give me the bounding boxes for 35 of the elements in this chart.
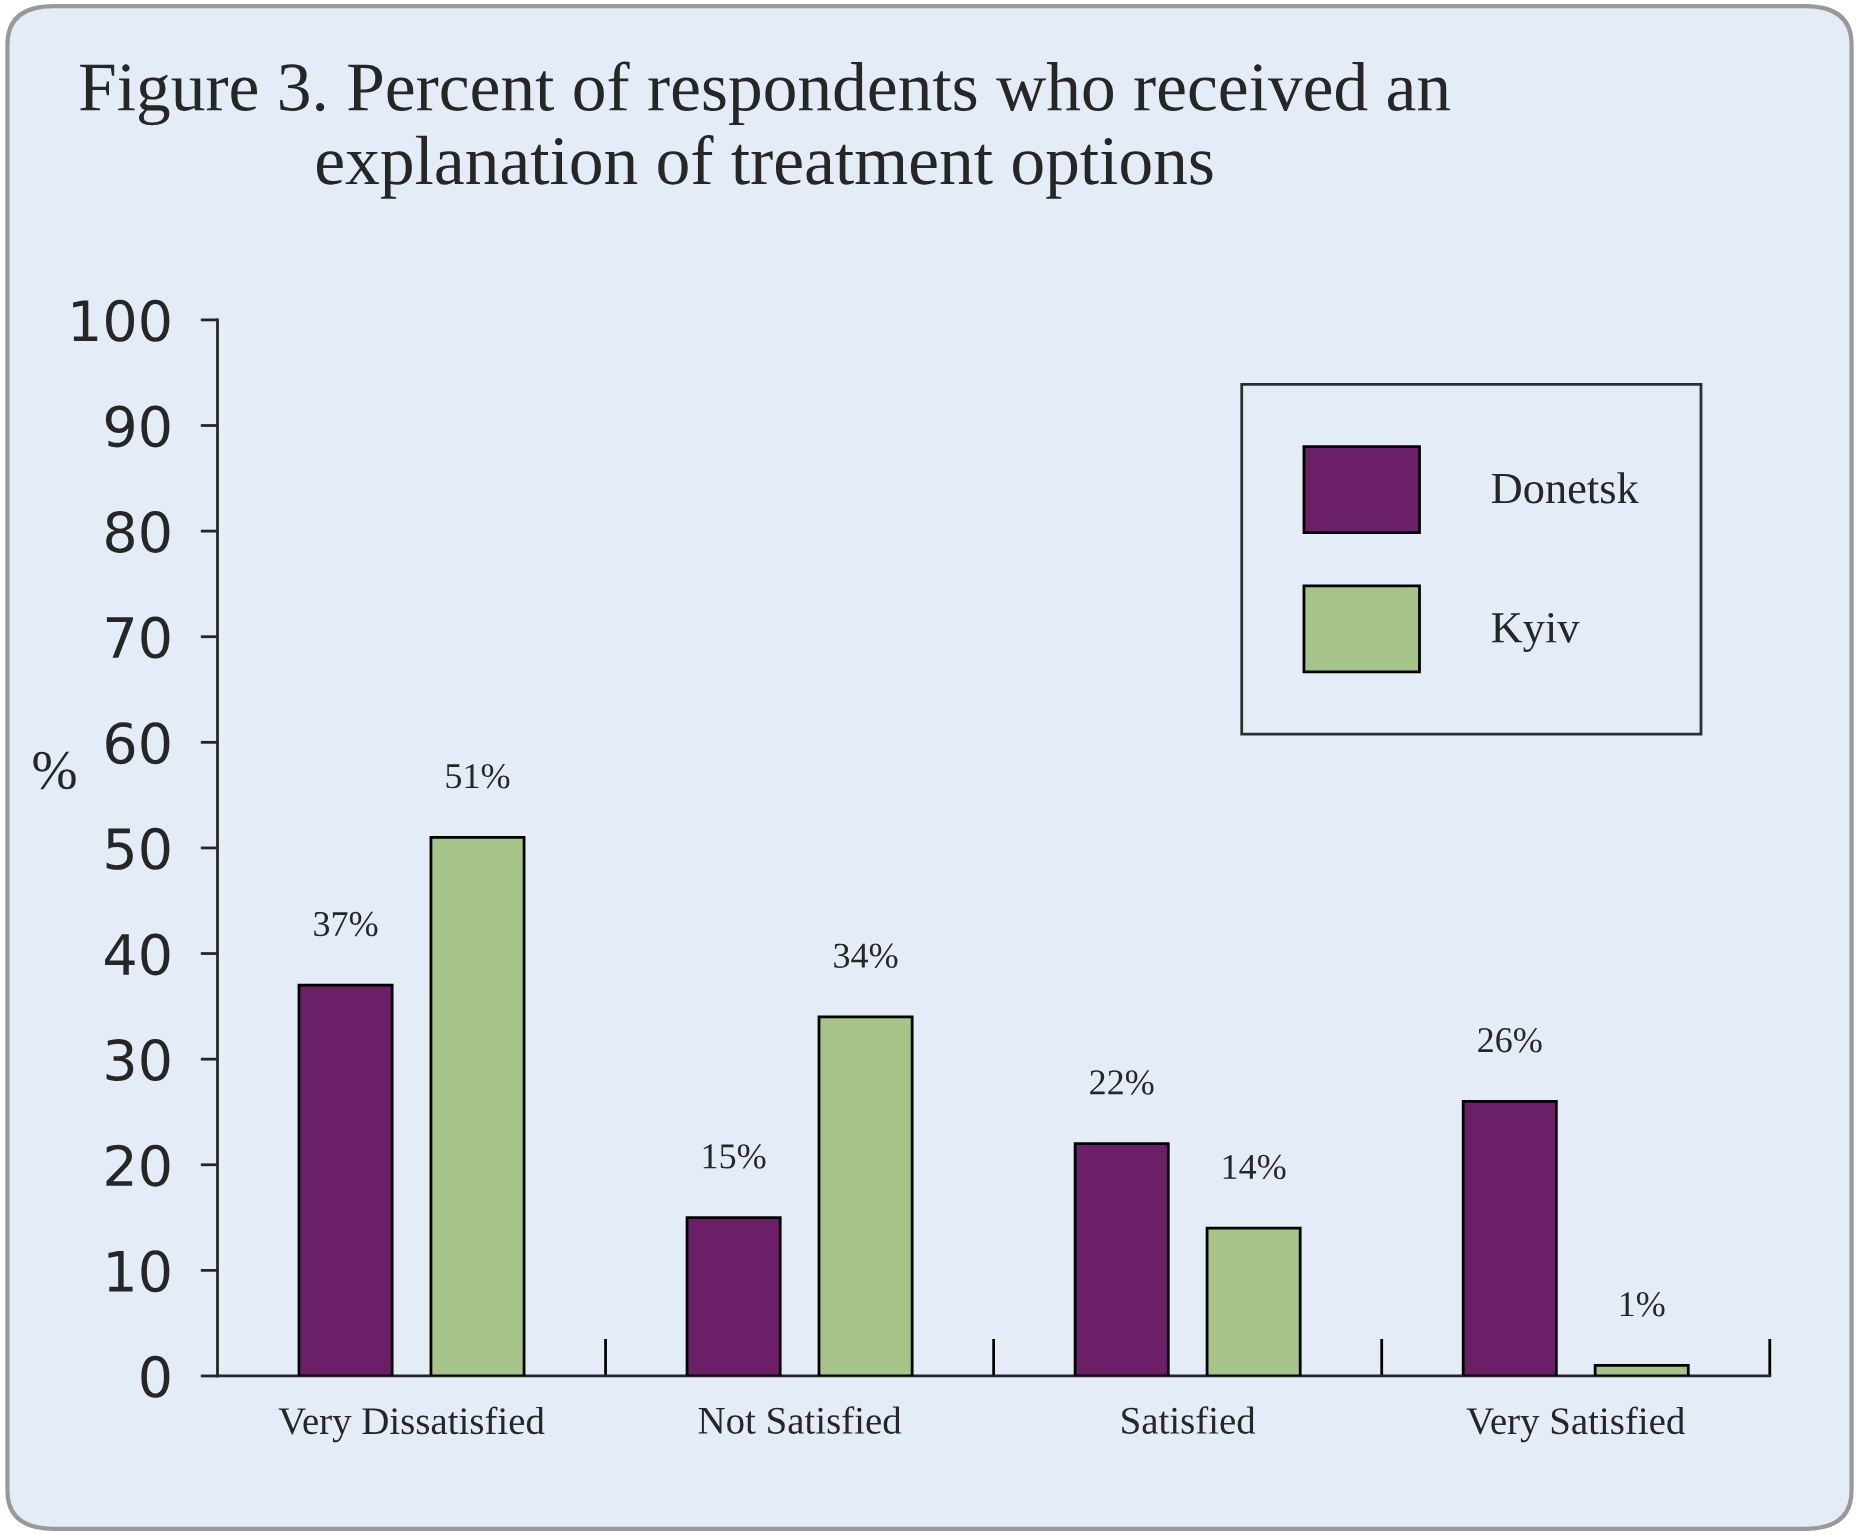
y-tick-label: 40 xyxy=(105,933,170,976)
data-label: 1% xyxy=(1620,1292,1665,1317)
y-tick-label: 30 xyxy=(106,1039,170,1082)
bar xyxy=(429,835,526,1376)
data-label: 51% xyxy=(446,764,510,789)
data-label: 26% xyxy=(1478,1028,1542,1053)
bar xyxy=(1461,1100,1558,1376)
y-tick-label: 10 xyxy=(108,1250,170,1293)
y-tick-label: 60 xyxy=(106,722,170,765)
data-label: 34% xyxy=(834,943,898,969)
y-tick-label: 90 xyxy=(105,405,170,448)
y-tick-label: 80 xyxy=(106,510,170,554)
bar xyxy=(1073,1142,1170,1376)
data-label: 37% xyxy=(314,911,378,937)
legend-label: Donetsk xyxy=(1491,472,1639,504)
y-tick-label: 20 xyxy=(106,1144,170,1187)
chart-title: Figure 3. Percent of respondents who received an explanation of treatment options xyxy=(80,61,1451,199)
x-tick-label: Very Satisfied xyxy=(1466,1406,1685,1443)
bar xyxy=(1593,1364,1690,1376)
data-label: 22% xyxy=(1090,1070,1154,1095)
legend-label: Kyiv xyxy=(1491,612,1580,652)
data-label: 14% xyxy=(1223,1154,1286,1180)
y-tick-label: 50 xyxy=(106,827,170,870)
bar xyxy=(1205,1226,1302,1376)
data-label: 15% xyxy=(703,1144,766,1169)
bar xyxy=(297,983,394,1376)
bar xyxy=(817,1015,914,1376)
bar xyxy=(685,1216,782,1376)
y-tick-label: 100 xyxy=(73,299,170,342)
y-tick-label: 70 xyxy=(106,616,170,659)
y-axis-title: % xyxy=(33,751,76,790)
x-tick-label: Very Dissatisfied xyxy=(278,1406,545,1443)
x-tick-label: Satisfied xyxy=(1122,1406,1256,1434)
x-tick-label: Not Satisfied xyxy=(698,1406,902,1434)
y-tick-label: 0 xyxy=(141,1355,170,1398)
